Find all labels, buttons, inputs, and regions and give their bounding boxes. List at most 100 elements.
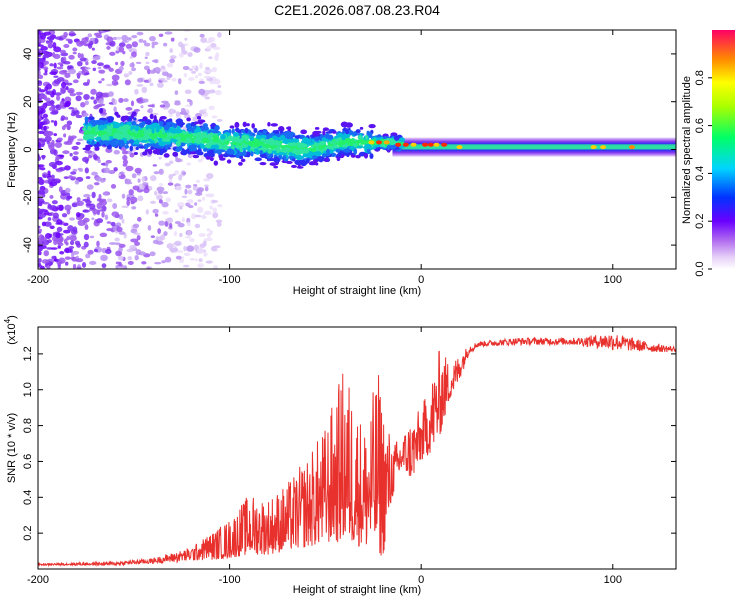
noise-blob xyxy=(99,232,108,238)
noise-blob xyxy=(168,178,173,183)
noise-blob xyxy=(117,266,123,269)
noise-blob xyxy=(182,171,187,176)
noise-blob xyxy=(52,88,57,96)
noise-blob xyxy=(69,152,73,157)
band-blob xyxy=(120,128,128,133)
noise-blob xyxy=(96,202,103,210)
band-blob xyxy=(314,151,322,157)
band-blob xyxy=(145,124,149,130)
noise-blob xyxy=(93,154,98,160)
band-blob xyxy=(113,132,122,136)
band-blob xyxy=(314,127,320,130)
noise-blob xyxy=(164,162,171,167)
band-blob xyxy=(97,124,105,131)
band-blob xyxy=(138,145,145,149)
noise-blob xyxy=(157,82,164,88)
band-blob xyxy=(184,139,193,144)
hot-spot xyxy=(376,140,383,145)
spectrogram-y-axis-label: Frequency (Hz) xyxy=(6,112,18,188)
noise-blob xyxy=(68,33,77,36)
noise-blob xyxy=(93,182,100,186)
noise-blob xyxy=(101,211,105,218)
noise-blob xyxy=(149,35,156,42)
band-blob xyxy=(250,151,254,157)
noise-blob xyxy=(176,250,184,253)
noise-blob xyxy=(43,125,47,131)
band-blob xyxy=(124,125,130,130)
noise-blob xyxy=(38,99,43,103)
band-blob xyxy=(85,144,93,148)
band-blob xyxy=(100,134,107,141)
noise-blob xyxy=(147,68,151,75)
noise-blob xyxy=(86,203,92,207)
noise-blob xyxy=(211,199,219,203)
band-blob xyxy=(322,127,330,132)
noise-blob xyxy=(189,257,195,261)
noise-blob xyxy=(64,204,72,211)
band-blob xyxy=(226,159,232,164)
band-blob xyxy=(365,134,369,141)
noise-blob xyxy=(176,201,185,208)
band-blob xyxy=(163,137,172,142)
noise-blob xyxy=(156,186,165,192)
snr-marks xyxy=(38,335,676,568)
noise-blob xyxy=(184,37,188,41)
band-blob xyxy=(111,127,118,133)
noise-blob xyxy=(86,184,94,190)
noise-blob xyxy=(123,73,130,78)
noise-blob xyxy=(70,171,77,175)
band-blob xyxy=(375,147,381,151)
noise-blob xyxy=(105,83,113,87)
band-blob xyxy=(355,154,361,159)
band-blob xyxy=(234,121,240,129)
band-blob xyxy=(89,133,95,138)
band-blob xyxy=(197,119,206,123)
snr-frame xyxy=(37,326,677,570)
noise-blob xyxy=(56,66,64,70)
band-blob xyxy=(322,130,326,136)
hot-spot xyxy=(456,145,463,150)
band-blob xyxy=(258,132,263,136)
band-blob xyxy=(398,137,405,143)
noise-blob xyxy=(118,42,126,48)
noise-blob xyxy=(115,242,121,246)
noise-blob xyxy=(183,73,188,78)
noise-blob xyxy=(183,245,187,252)
noise-blob xyxy=(112,36,118,41)
noise-blob xyxy=(71,250,80,255)
noise-blob xyxy=(131,35,138,39)
band-blob xyxy=(175,136,182,141)
noise-blob xyxy=(214,55,219,61)
noise-blob xyxy=(173,231,178,237)
noise-blob xyxy=(100,254,108,262)
noise-blob xyxy=(169,48,173,53)
noise-blob xyxy=(188,77,195,81)
noise-blob xyxy=(63,141,69,145)
band-blob xyxy=(153,114,157,122)
noise-blob xyxy=(39,167,46,171)
noise-blob xyxy=(57,266,61,269)
noise-blob xyxy=(204,96,211,100)
noise-blob xyxy=(84,72,90,76)
noise-blob xyxy=(153,171,160,175)
noise-blob xyxy=(108,242,117,245)
band-blob xyxy=(231,142,239,146)
noise-blob xyxy=(42,174,47,178)
noise-blob xyxy=(184,188,188,195)
noise-blob xyxy=(91,171,99,176)
noise-blob xyxy=(75,141,81,146)
band-blob xyxy=(239,146,243,153)
noise-blob xyxy=(54,141,63,148)
noise-blob xyxy=(205,40,212,44)
band-blob xyxy=(163,132,168,139)
noise-blob xyxy=(38,89,46,93)
band-blob xyxy=(356,145,363,149)
noise-blob xyxy=(141,86,148,94)
noise-blob xyxy=(49,63,54,67)
band-blob xyxy=(226,148,235,155)
noise-blob xyxy=(145,61,150,65)
band-blob xyxy=(369,153,374,160)
noise-blob xyxy=(38,188,45,195)
noise-blob xyxy=(121,218,125,224)
noise-blob xyxy=(64,116,69,121)
